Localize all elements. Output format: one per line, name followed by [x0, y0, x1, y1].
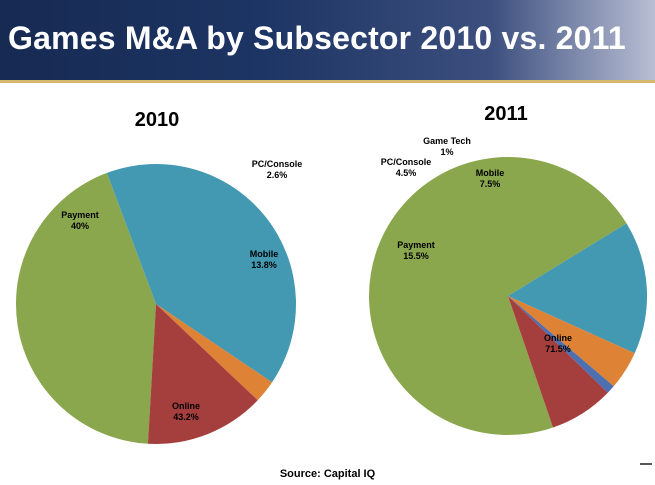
pie-slice-2010-pc-console: [156, 304, 273, 401]
pie-chart-2011: 2011 Online 71.5% Payment 15.5% PC/Console 4.5…: [369, 103, 648, 436]
slice-label-2010-pc-console: PC/Console 2.6%: [252, 159, 303, 180]
source-note: Source: Capital IQ: [279, 468, 376, 480]
slice-label-2011-mobile: Mobile 7.5%: [476, 168, 505, 189]
pie-slice-2011-payment: [508, 223, 648, 354]
pie-slice-2010-payment: [106, 163, 296, 383]
slice-label-2011-online: Online 71.5%: [544, 333, 572, 354]
pie-slice-2010-online: [15, 172, 156, 444]
pie-slice-2010-mobile: [147, 304, 258, 445]
corner-mark: [640, 463, 652, 465]
slice-label-2010-payment: Payment 40%: [61, 210, 99, 231]
slice-label-2011-game-tech: Game Tech 1%: [423, 136, 471, 157]
slice-label-2011-payment: Payment 15.5%: [397, 240, 435, 261]
slice-label-2010-online: Online 43.2%: [172, 401, 200, 422]
pie-slice-2011-online: [369, 157, 627, 436]
slice-label-2011-pc-console: PC/Console 4.5%: [381, 157, 432, 178]
slice-label-2010-mobile: Mobile 13.8%: [250, 249, 279, 270]
header-divider: [0, 80, 655, 83]
pie-chart-2010: 2010 Online 43.2% Payment 40% PC/Console 2.6% M…: [15, 109, 303, 445]
chart-title-2011: 2011: [484, 103, 527, 125]
header-banner: Games M&A by Subsector 2010 vs. 2011: [0, 0, 655, 80]
pie-slice-2011-pc-console: [508, 296, 635, 387]
pie-slice-2011-game-tech: [508, 296, 614, 393]
page-title: Games M&A by Subsector 2010 vs. 2011: [8, 20, 626, 56]
chart-title-2010: 2010: [135, 109, 180, 131]
pie-slice-2011-mobile: [508, 296, 608, 428]
